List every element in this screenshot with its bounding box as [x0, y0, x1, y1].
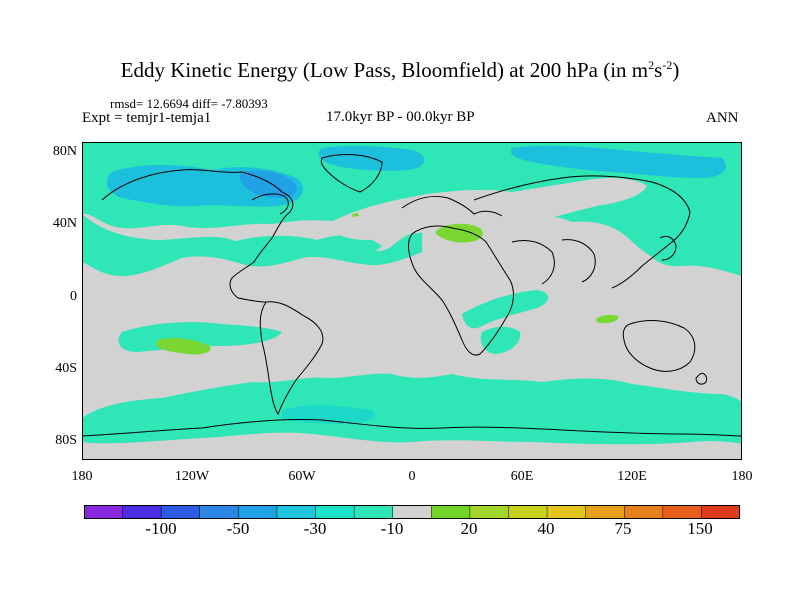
- colorbar-label-40: 40: [537, 519, 555, 538]
- lat-label-40n: 40N: [52, 216, 77, 231]
- colorbar-cell-14: [623, 505, 664, 519]
- lon-label-120w: 120W: [174, 469, 210, 484]
- colorbar: [84, 505, 740, 519]
- colorbar-cell-5: [276, 505, 317, 519]
- indonesia-positive-patch: [596, 314, 619, 324]
- lon-label-0: 0: [408, 469, 416, 484]
- colorbar-label-20: 20: [460, 519, 478, 538]
- rmsd-diff-stats: rmsd= 12.6694 diff= -7.80393: [110, 96, 268, 111]
- chart-title: Eddy Kinetic Energy (Low Pass, Bloomfiel…: [120, 58, 680, 82]
- colorbar-cell-15: [662, 505, 703, 519]
- lat-label-80s: 80S: [55, 433, 77, 448]
- lon-label-60w: 60W: [288, 469, 316, 484]
- subtropical-neutral-tongue: [327, 178, 647, 240]
- canada-strong-patch: [239, 170, 297, 198]
- lon-label-60e: 60E: [510, 469, 534, 484]
- lat-label-40s: 40S: [55, 361, 77, 376]
- colorbar-label-75: 75: [614, 519, 632, 538]
- colorbar-cell-11: [508, 505, 548, 519]
- colorbar-cell-0: [84, 505, 124, 519]
- colorbar-cell-10: [469, 505, 510, 519]
- colorbar-label-150: 150: [687, 519, 713, 538]
- colorbar-label-neg100: -100: [145, 519, 177, 538]
- colorbar-cell-1: [122, 505, 162, 519]
- mediterranean-positive-patch: [435, 223, 483, 243]
- map-frame: [82, 142, 742, 460]
- coastlines: [82, 154, 742, 437]
- period-label: 17.0kyr BP - 00.0kyr BP: [326, 109, 475, 125]
- nh-secondary-band: [82, 214, 422, 276]
- lat-label-0: 0: [70, 289, 77, 304]
- season-label: ANN: [706, 110, 739, 126]
- colorbar-cell-12: [546, 505, 587, 519]
- lon-label-120e: 120E: [617, 469, 647, 484]
- ekE-difference-map: [82, 142, 742, 460]
- colorbar-label-neg50: -50: [226, 519, 250, 538]
- colorbar-cell-13: [585, 505, 625, 519]
- colorbar-label-neg30: -30: [303, 519, 327, 538]
- colorbar-cell-6: [315, 505, 355, 519]
- south-africa-anomaly-band: [480, 326, 521, 354]
- colorbar-cell-3: [199, 505, 240, 519]
- lon-label-180w: 180: [71, 469, 93, 484]
- lon-label-180e: 180: [731, 469, 753, 484]
- south-pacific-positive-patch: [155, 338, 211, 355]
- colorbar-cell-2: [160, 505, 201, 519]
- colorbar-cell-9: [431, 505, 471, 519]
- experiment-label: Expt = temjr1-temja1: [82, 110, 212, 126]
- colorbar-cell-16: [701, 505, 740, 519]
- south-indian-anomaly-band: [462, 290, 549, 329]
- lat-label-80n: 80N: [52, 144, 77, 159]
- colorbar-label-neg10: -10: [380, 519, 404, 538]
- colorbar-cell-7: [353, 505, 394, 519]
- antarctic-neutral-cap: [82, 432, 742, 460]
- colorbar-cell-4: [238, 505, 278, 519]
- colorbar-cell-8: [392, 505, 433, 519]
- atlantic-positive-speck: [352, 213, 359, 217]
- siberia-strong-patch: [510, 145, 726, 178]
